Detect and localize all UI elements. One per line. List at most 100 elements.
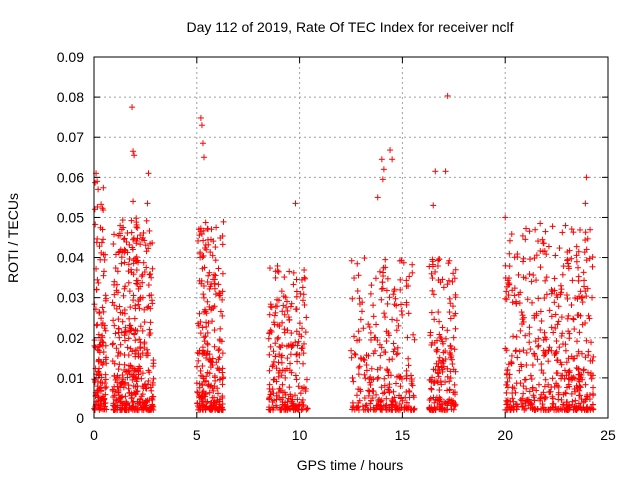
data-point — [299, 406, 306, 413]
data-point — [281, 326, 288, 333]
data-point — [573, 382, 580, 389]
data-point — [200, 388, 207, 395]
data-point — [277, 387, 284, 394]
data-point — [356, 336, 363, 343]
data-point — [216, 367, 223, 374]
data-point — [566, 247, 573, 254]
data-point — [295, 383, 302, 390]
data-point — [522, 332, 529, 339]
data-point — [134, 224, 141, 231]
data-point — [374, 194, 381, 201]
data-point — [293, 328, 300, 335]
data-point — [403, 372, 410, 379]
data-point — [133, 258, 140, 265]
data-point — [519, 316, 526, 323]
data-point — [134, 376, 141, 383]
data-point — [400, 259, 407, 266]
data-point — [126, 241, 133, 248]
data-point — [279, 352, 286, 359]
data-point — [287, 391, 294, 398]
data-point — [112, 330, 119, 337]
data-point — [301, 267, 308, 274]
data-point — [365, 387, 372, 394]
data-point — [292, 392, 299, 399]
data-point — [355, 371, 362, 378]
data-point — [133, 347, 140, 354]
data-point — [119, 372, 126, 379]
data-point — [562, 390, 569, 397]
data-point — [538, 318, 545, 325]
data-point — [141, 306, 148, 313]
data-point — [292, 200, 299, 207]
data-point — [100, 358, 107, 365]
data-point — [583, 174, 590, 181]
data-point — [211, 303, 218, 310]
data-point — [582, 320, 589, 327]
data-point — [116, 334, 123, 341]
data-point — [522, 376, 529, 383]
data-point — [286, 316, 293, 323]
data-point — [383, 328, 390, 335]
data-point — [278, 359, 285, 366]
data-point — [388, 401, 395, 408]
data-point — [517, 396, 524, 403]
data-point — [293, 276, 300, 283]
data-point — [405, 362, 412, 369]
data-point — [138, 273, 145, 280]
data-point — [195, 350, 202, 357]
data-point — [530, 392, 537, 399]
data-point — [212, 244, 219, 251]
data-point — [351, 350, 358, 357]
data-point — [121, 310, 128, 317]
data-point — [532, 226, 539, 233]
data-point — [200, 347, 207, 354]
data-point — [408, 380, 415, 387]
data-point — [372, 275, 379, 282]
data-point — [303, 406, 310, 413]
data-point — [286, 384, 293, 391]
data-point — [590, 392, 597, 399]
data-point — [428, 270, 435, 277]
data-point — [266, 265, 273, 272]
y-tick-label: 0.09 — [57, 49, 84, 65]
data-point — [303, 314, 310, 321]
data-point — [522, 405, 529, 412]
data-point — [365, 352, 372, 359]
data-point — [197, 330, 204, 337]
data-point — [376, 268, 383, 275]
data-point — [531, 312, 538, 319]
data-point — [219, 312, 226, 319]
data-point — [204, 225, 211, 232]
data-point — [129, 405, 136, 412]
data-point — [195, 226, 202, 233]
y-tick-label: 0.02 — [57, 330, 84, 346]
data-point — [206, 389, 213, 396]
data-point — [202, 241, 209, 248]
data-point — [450, 270, 457, 277]
data-point — [573, 258, 580, 265]
data-point — [121, 235, 128, 242]
data-point — [207, 236, 214, 243]
data-point — [438, 401, 445, 408]
data-point — [537, 394, 544, 401]
data-point — [119, 217, 126, 224]
data-point — [559, 229, 566, 236]
data-point — [429, 374, 436, 381]
data-point — [426, 396, 433, 403]
data-point — [131, 152, 138, 159]
data-point — [217, 325, 224, 332]
data-point — [554, 321, 561, 328]
data-point — [573, 404, 580, 411]
data-point — [574, 352, 581, 359]
data-point — [119, 309, 126, 316]
data-point — [96, 370, 103, 377]
data-point — [211, 327, 218, 334]
data-point — [143, 217, 150, 224]
data-point — [290, 269, 297, 276]
data-point — [408, 372, 415, 379]
data-point — [220, 218, 227, 225]
data-point — [573, 252, 580, 259]
data-point — [270, 390, 277, 397]
data-point — [205, 272, 212, 279]
data-point — [210, 387, 217, 394]
